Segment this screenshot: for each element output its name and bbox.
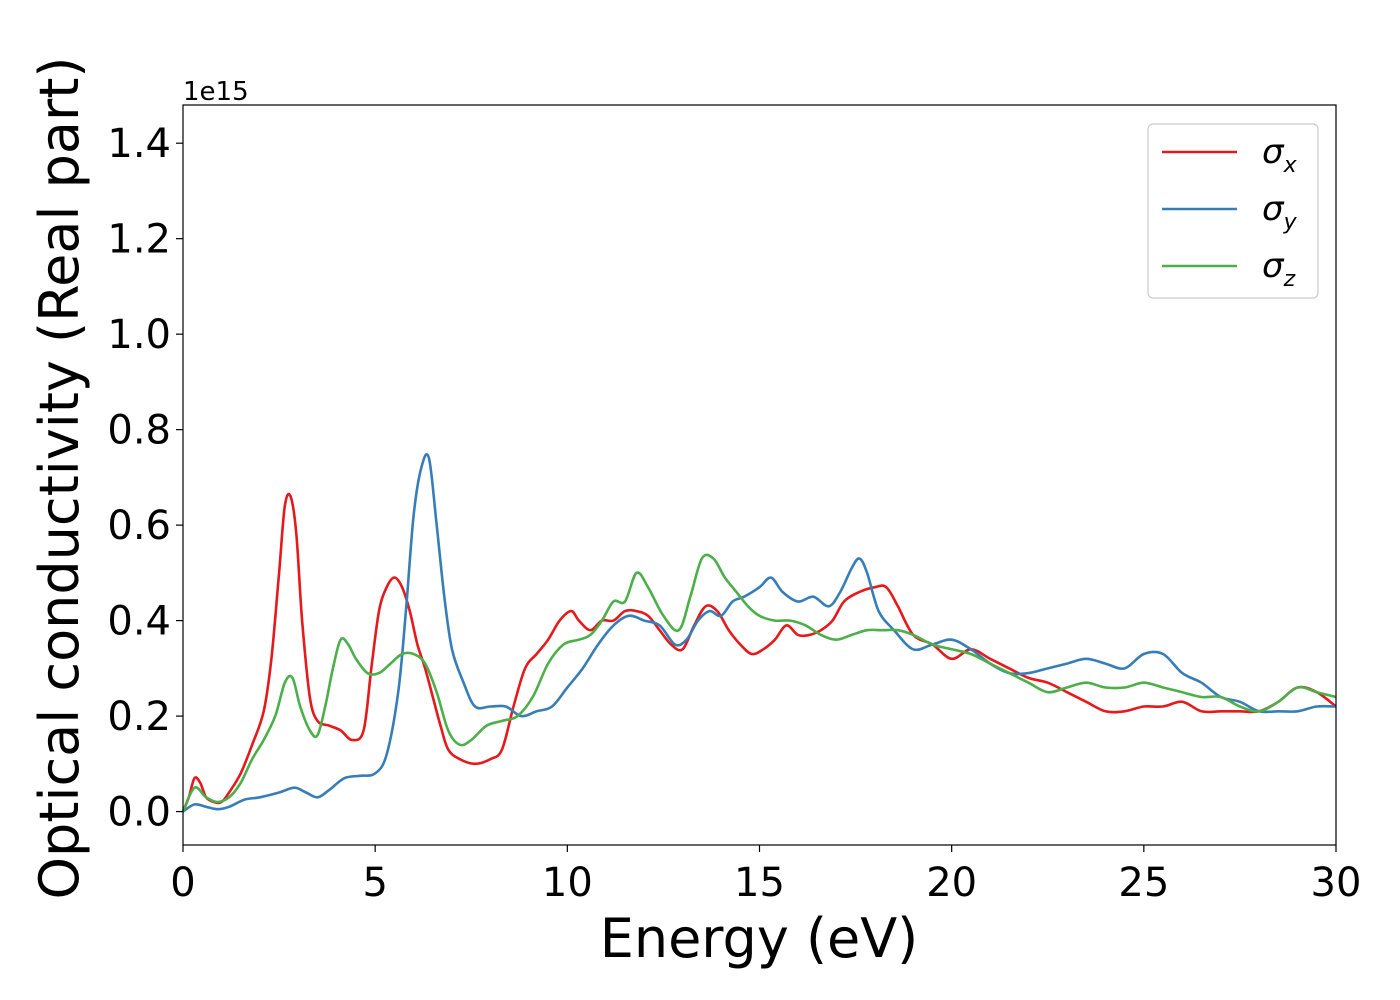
y-tick-label: 1.2 — [107, 217, 171, 263]
y-axis-ticks: 0.0 0.2 0.4 0.6 0.8 1.0 1.2 1.4 — [107, 121, 183, 836]
plot-frame — [182, 104, 1337, 846]
y-tick-label: 0.6 — [107, 503, 171, 549]
series-layer — [181, 453, 1337, 813]
x-tick-label: 0 — [170, 860, 195, 906]
y-tick-label: 0.4 — [107, 599, 171, 645]
series-line-sigma-y — [182, 453, 1337, 813]
y-tick-label: 1.4 — [107, 121, 171, 167]
x-tick-label: 5 — [362, 860, 387, 906]
plot-area — [183, 105, 1336, 845]
y-tick-label: 1.0 — [107, 312, 171, 358]
x-tick-label: 25 — [1118, 860, 1169, 906]
legend-label-sigma-y: σy — [1262, 189, 1298, 235]
x-tick-label: 30 — [1311, 860, 1362, 906]
y-tick-label: 0.8 — [107, 408, 171, 454]
x-tick-label: 10 — [542, 860, 593, 906]
legend-box — [1147, 123, 1319, 299]
x-axis-label: Energy (eV) — [600, 907, 919, 970]
series-line-sigma-z — [181, 553, 1337, 813]
y-tick-label: 0.2 — [107, 694, 171, 740]
y-tick-label: 0.0 — [107, 790, 171, 836]
series-line-sigma-x — [181, 492, 1337, 813]
x-tick-label: 15 — [734, 860, 785, 906]
y-offset-label: 1e15 — [183, 77, 249, 107]
x-tick-label: 20 — [926, 860, 977, 906]
x-axis-ticks: 0 5 10 15 20 25 30 — [170, 845, 1361, 906]
y-axis-label: Optical conductivity (Real part) — [28, 57, 91, 900]
